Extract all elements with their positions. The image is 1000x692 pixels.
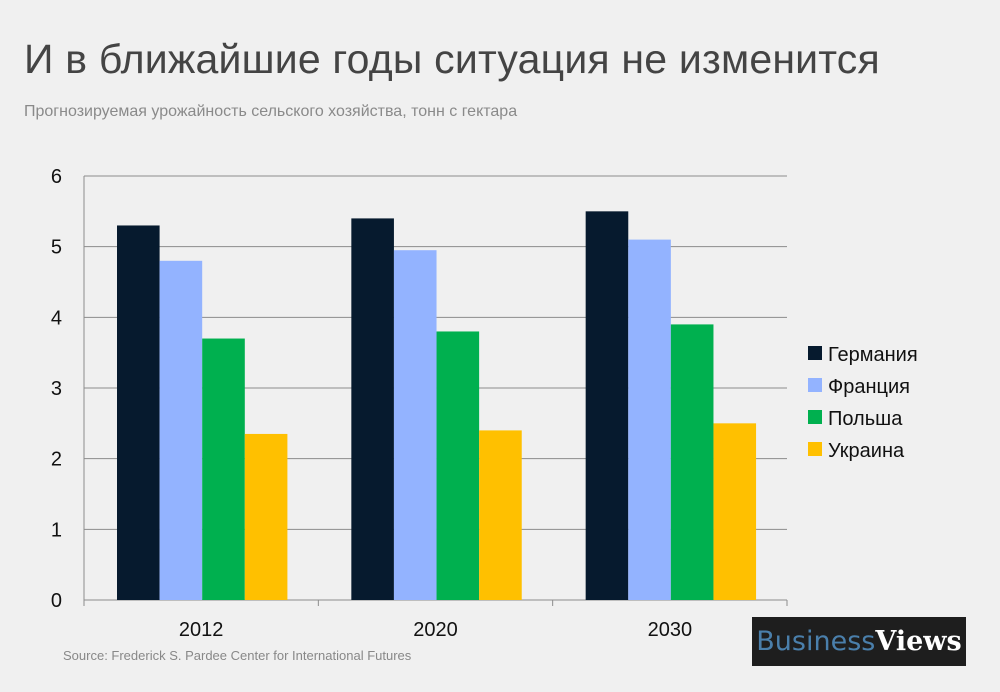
legend-swatch (808, 442, 822, 456)
legend-label: Польша (828, 408, 903, 430)
legend-label: Украина (828, 440, 905, 462)
bar-Франция-2030 (628, 239, 671, 600)
source-note: Source: Frederick S. Pardee Center for I… (63, 648, 412, 663)
businessviews-logo: Business Views (752, 617, 966, 666)
y-tick-label: 1 (51, 519, 62, 541)
bar-Франция-2020 (393, 250, 437, 600)
y-tick-label: 6 (51, 166, 62, 188)
legend-label: Франция (828, 376, 910, 398)
bar-Польша-2012 (202, 338, 245, 600)
bar-Германия-2020 (351, 218, 394, 600)
x-tick-label: 2012 (179, 619, 224, 641)
y-tick-label: 2 (51, 449, 62, 471)
y-tick-label: 4 (51, 307, 62, 329)
legend-swatch (808, 346, 822, 360)
bar-Польша-2030 (670, 324, 714, 600)
legend-label: Германия (828, 344, 918, 366)
legend-swatch (808, 410, 822, 424)
y-tick-label: 3 (51, 378, 62, 400)
chart-title: И в ближайшие годы ситуация не изменится (24, 36, 880, 82)
x-tick-label: 2030 (648, 619, 693, 641)
bar-Украина-2012 (244, 433, 288, 600)
bar-Украина-2020 (479, 430, 522, 600)
bar-Германия-2012 (117, 225, 160, 600)
chart-subtitle: Прогнозируемая урожайность сельского хоз… (24, 103, 518, 120)
y-tick-label: 5 (51, 237, 62, 259)
bar-Украина-2030 (713, 423, 757, 600)
bar-Франция-2012 (159, 260, 203, 600)
legend-swatch (808, 378, 822, 392)
y-tick-label: 0 (51, 590, 62, 612)
x-tick-label: 2020 (413, 619, 458, 641)
bar-Польша-2020 (436, 331, 480, 600)
bar-Германия-2030 (585, 211, 629, 601)
